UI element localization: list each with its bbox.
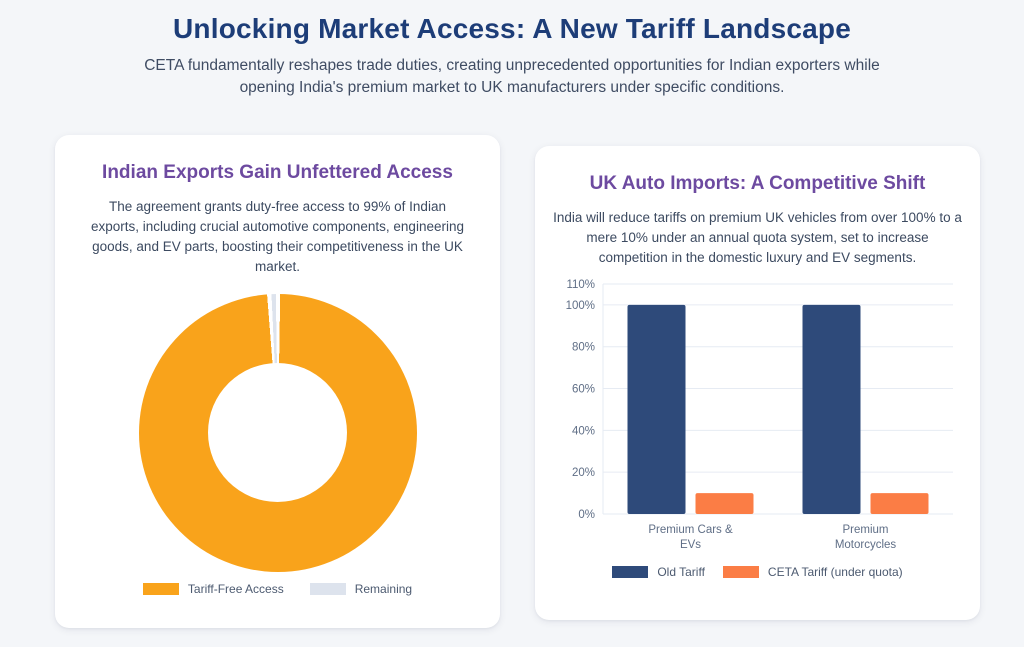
donut-legend: Tariff-Free Access Remaining — [55, 582, 500, 596]
legend-swatch — [612, 565, 649, 578]
x-category-label: Premium Cars & — [648, 524, 733, 536]
card-indian-exports-title: Indian Exports Gain Unfettered Access — [102, 162, 453, 183]
card-indian-exports: Indian Exports Gain Unfettered Access Th… — [55, 135, 500, 628]
card-uk-imports-title: UK Auto Imports: A Competitive Shift — [589, 173, 926, 194]
card-indian-exports-description: The agreement grants duty-free access to… — [91, 199, 464, 274]
donut-chart[interactable] — [138, 293, 417, 572]
legend-swatch — [142, 582, 179, 595]
bar-old-tariff[interactable] — [627, 304, 686, 514]
y-tick-label: 20% — [572, 467, 595, 479]
y-tick-label: 100% — [566, 300, 595, 312]
legend-item[interactable]: Old Tariff — [612, 565, 705, 579]
bar-chart-svg: 0% 20% 40% 60% 80% 100% 110% Premium Cars & EVs P… — [566, 279, 953, 551]
legend-swatch — [722, 565, 759, 578]
legend-label: Old Tariff — [657, 564, 705, 579]
donut-hole — [208, 363, 347, 503]
legend-item[interactable]: Tariff-Free Access — [142, 581, 284, 596]
bar-legend: Old Tariff CETA Tariff (under quota) — [535, 565, 980, 579]
page-subtitle: CETA fundamentally reshapes trade duties… — [144, 57, 880, 97]
card-uk-imports-description: India will reduce tariffs on premium UK … — [553, 210, 962, 265]
y-tick-label: 80% — [572, 342, 595, 354]
page-title: Unlocking Market Access: A New Tariff La… — [173, 13, 851, 44]
bar-ceta-tariff-under-quota-[interactable] — [870, 492, 929, 514]
legend-swatch — [309, 582, 346, 595]
legend-label: Tariff-Free Access — [187, 581, 284, 596]
bar-ceta-tariff-under-quota-[interactable] — [695, 492, 754, 514]
bar-old-tariff[interactable] — [802, 304, 861, 514]
y-tick-label: 40% — [572, 425, 595, 437]
x-category-label: EVs — [680, 539, 701, 551]
bar-chart[interactable]: 0% 20% 40% 60% 80% 100% 110% Premium Cars & EVs P… — [555, 274, 960, 561]
y-tick-label: 60% — [572, 383, 595, 395]
x-category-label: Motorcycles — [835, 539, 897, 551]
y-tick-label: 110% — [566, 279, 595, 291]
y-tick-label: 0% — [578, 509, 595, 521]
legend-label: CETA Tariff (under quota) — [767, 564, 903, 579]
legend-item[interactable]: Remaining — [309, 581, 413, 596]
card-uk-imports: UK Auto Imports: A Competitive Shift Ind… — [535, 146, 980, 620]
legend-item[interactable]: CETA Tariff (under quota) — [722, 564, 903, 579]
x-category-label: Premium — [842, 524, 888, 536]
legend-label: Remaining — [354, 581, 413, 596]
